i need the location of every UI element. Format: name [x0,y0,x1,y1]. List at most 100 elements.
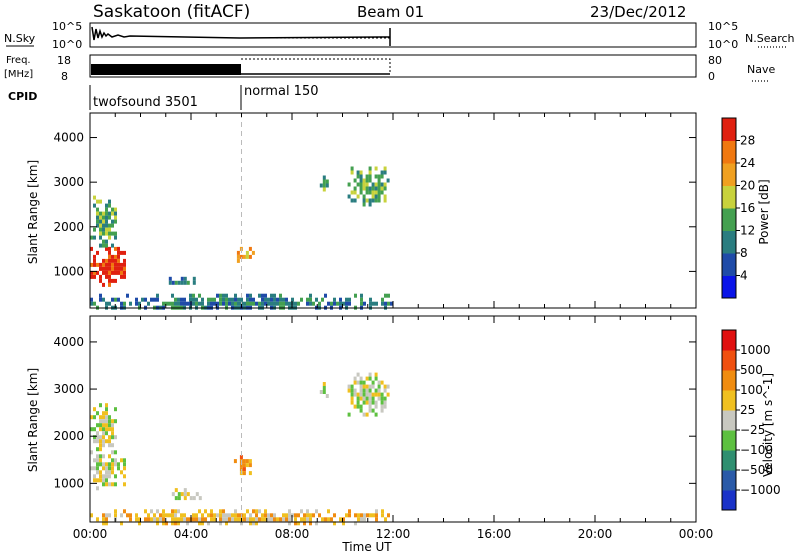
range-gate-cell [111,231,114,236]
range-gate-cell [356,170,360,175]
range-gate-cell [315,521,318,526]
range-gate-cell [383,396,387,401]
range-gate-cell [186,517,189,522]
range-gate-cell [147,301,150,306]
freq-right-tick-top: 80 [708,54,722,67]
range-gate-cell [249,513,252,518]
cpid-mode-2: normal 150 [244,84,319,99]
range-gate-cell [325,183,329,188]
range-gate-cell [363,513,366,518]
range-gate-cell [99,223,102,228]
range-gate-cell [147,517,150,522]
range-gate-cell [390,301,393,306]
range-gate-cell [276,301,279,306]
range-gate-cell [93,466,96,471]
range-gate-cell [356,182,360,187]
range-gate-cell [90,466,93,471]
range-gate-cell [102,262,105,267]
range-gate-cell [297,301,300,306]
range-gate-cell [219,293,222,298]
range-gate-cell [252,301,255,306]
range-gate-cell [117,246,120,251]
power-colorbar-label: Power [dB] [757,179,771,244]
range-gate-cell [174,301,177,306]
range-gate-cell [108,423,111,428]
range-gate-cell [354,293,357,298]
colorbar-swatch [722,470,736,491]
colorbar-swatch [722,330,736,351]
colorbar-tick-label: 16 [740,201,755,215]
noise-sky-label: N.Sky [4,32,36,45]
range-gate-cell [168,280,172,285]
range-gate-cell [377,174,381,179]
range-gate-cell [350,400,354,405]
range-gate-cell [174,509,177,514]
range-gate-cell [111,223,114,228]
range-gate-cell [380,408,384,413]
range-gate-cell [228,301,231,306]
range-gate-cell [365,388,369,393]
range-gate-cell [105,403,108,408]
range-gate-cell [350,396,354,401]
range-gate-cell [377,384,381,389]
range-gate-cell [114,513,117,518]
range-gate-cell [371,198,375,203]
colorbar-swatch [722,208,736,231]
range-gate-cell [123,458,126,463]
range-gate-cell [369,513,372,518]
range-gate-cell [375,301,378,306]
range-gate-cell [96,250,99,255]
range-gate-cell [347,388,351,393]
range-gate-cell [228,517,231,522]
range-gate-cell [111,262,114,267]
range-gate-cell [96,219,99,224]
range-gate-cell [93,270,96,275]
range-gate-cell [297,513,300,518]
range-gate-cell [108,250,111,255]
range-gate-cell [359,170,363,175]
range-gate-cell [242,459,246,464]
range-gate-cell [342,517,345,522]
range-gate-cell [363,301,366,306]
range-gate-cell [108,235,111,240]
range-gate-cell [204,509,207,514]
cpid-label: CPID [8,90,37,103]
range-gate-cell [105,419,108,424]
range-gate-cell [374,190,378,195]
power-axes: 1000 2000 3000 4000 [53,113,697,308]
range-gate-cell [312,513,315,518]
range-gate-cell [174,488,178,493]
range-gate-cell [114,450,117,455]
range-gate-cell [201,521,204,526]
range-gate-cell [105,521,108,526]
range-gate-cell [354,521,357,526]
velocity-colorbar: 1000 500 100 25 −25 −100 −500 −1000 [721,329,781,511]
range-gate-cell [102,435,105,440]
range-gate-cell [159,517,162,522]
range-gate-cell [237,297,240,302]
range-gate-cell [362,186,366,191]
range-gate-cell [371,186,375,191]
noise-left-tick-top: 10^5 [52,20,82,33]
range-gate-cell [189,496,193,501]
range-gate-cell [126,293,129,298]
range-gate-cell [207,513,210,518]
range-gate-cell [102,266,105,271]
range-gate-cell [321,297,324,302]
range-gate-cell [362,182,366,187]
range-gate-cell [282,517,285,522]
range-gate-cell [368,388,372,393]
range-gate-cell [222,297,225,302]
range-gate-cell [237,513,240,518]
range-gate-cell [117,297,120,302]
range-gate-cell [288,301,291,306]
range-gate-cell [111,431,114,436]
velocity-axes: 1000 2000 3000 4000 [53,316,697,522]
range-gate-cell [144,297,147,302]
range-gate-cell [297,521,300,526]
range-gate-cell [108,427,111,432]
range-gate-cell [99,243,102,248]
range-gate-cell [360,301,363,306]
range-gate-cell [319,390,323,394]
range-gate-cell [377,396,381,401]
